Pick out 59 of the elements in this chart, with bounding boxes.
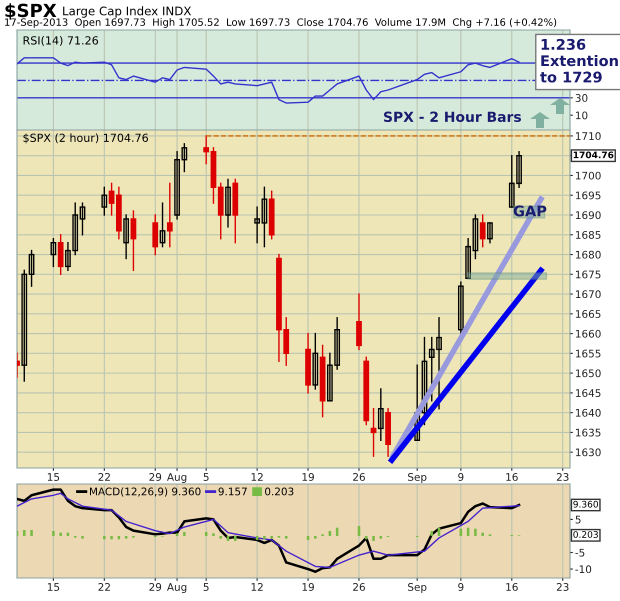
y-tick-label: 1700 [576, 172, 601, 180]
x-tick-label: 29 [149, 583, 162, 591]
y-tick-label: 1635 [576, 428, 600, 437]
x-tick-label: 22 [98, 583, 110, 591]
annotation: GAP [514, 205, 546, 216]
x-tick-label: 22 [98, 473, 110, 481]
x-tick-label: 12 [252, 583, 263, 591]
x-tick-label: 26 [353, 473, 365, 481]
legend-label: 0.203 [265, 488, 294, 496]
y-tick-label: 1690 [576, 211, 601, 220]
text: 0.203 [573, 531, 598, 538]
x-tick-label: Aug [166, 473, 186, 483]
x-tick-label: Aug [166, 583, 186, 593]
chart-subtitle: Large Cap Index INDX [63, 6, 192, 18]
y-tick-label: 5 [576, 516, 581, 524]
annotation: SPX - 2 Hour Bars [384, 112, 521, 122]
annotation: $SPX (2 hour) 1704.76 [23, 133, 148, 144]
x-tick-label: 15 [48, 473, 60, 481]
y-tick-label: 1685 [576, 230, 600, 239]
y-tick-label: 1640 [576, 408, 601, 417]
x-tick-label: 16 [506, 473, 518, 481]
y-tick-label: 1650 [576, 369, 601, 378]
y-tick-label: -10 [575, 565, 592, 574]
y-tick-label: 1695 [576, 191, 600, 200]
x-tick-label: 5 [204, 583, 209, 591]
y-tick-label: 1670 [576, 290, 601, 298]
x-tick-label: 5 [204, 473, 209, 481]
legend-label: MACD(12,26,9) 9.360 [90, 487, 201, 497]
x-tick-label: 9 [458, 473, 464, 481]
x-tick-label: Sep [408, 473, 426, 483]
y-tick-label: 1630 [576, 448, 601, 456]
x-tick-label: 9 [458, 583, 464, 591]
y-tick-label: 1660 [576, 330, 601, 338]
annotation: RSI(14) 71.26 [24, 36, 98, 46]
annotation: 1.236 Extention to 1729 [540, 38, 618, 83]
x-tick-label: 19 [302, 473, 314, 481]
x-tick-label: 23 [556, 473, 569, 481]
x-tick-label: 26 [353, 583, 365, 591]
x-tick-label: Sep [408, 583, 426, 593]
text: 17-Sep-2013 Open 1697.73 High 1705.52 Low 1697.73 Close 1704.76 Volume 17.9M Chg +7.16 (+0.42%) [5, 18, 556, 28]
chart-title: $SPX [5, 3, 56, 20]
x-tick-label: 16 [506, 583, 518, 591]
y-tick-label: 1710 [576, 132, 601, 140]
y-tick-label: 1655 [576, 350, 600, 358]
y-tick-label: 1675 [576, 270, 600, 278]
y-tick-label: 1680 [576, 250, 601, 259]
x-tick-label: 19 [302, 583, 314, 591]
x-tick-label: 29 [149, 473, 162, 481]
y-tick-label: 1645 [576, 389, 600, 397]
y-tick-label: -5 [575, 548, 584, 557]
y-tick-label: 10 [576, 111, 588, 120]
x-tick-label: 15 [48, 583, 60, 591]
text: 9.360 [573, 500, 598, 508]
y-tick-label: 1665 [576, 310, 600, 318]
x-tick-label: 23 [556, 583, 569, 591]
legend-label: 9.157 [218, 488, 247, 496]
text: 1704.76 [574, 151, 614, 158]
x-tick-label: 12 [252, 473, 263, 481]
y-tick-label: 30 [576, 94, 588, 102]
